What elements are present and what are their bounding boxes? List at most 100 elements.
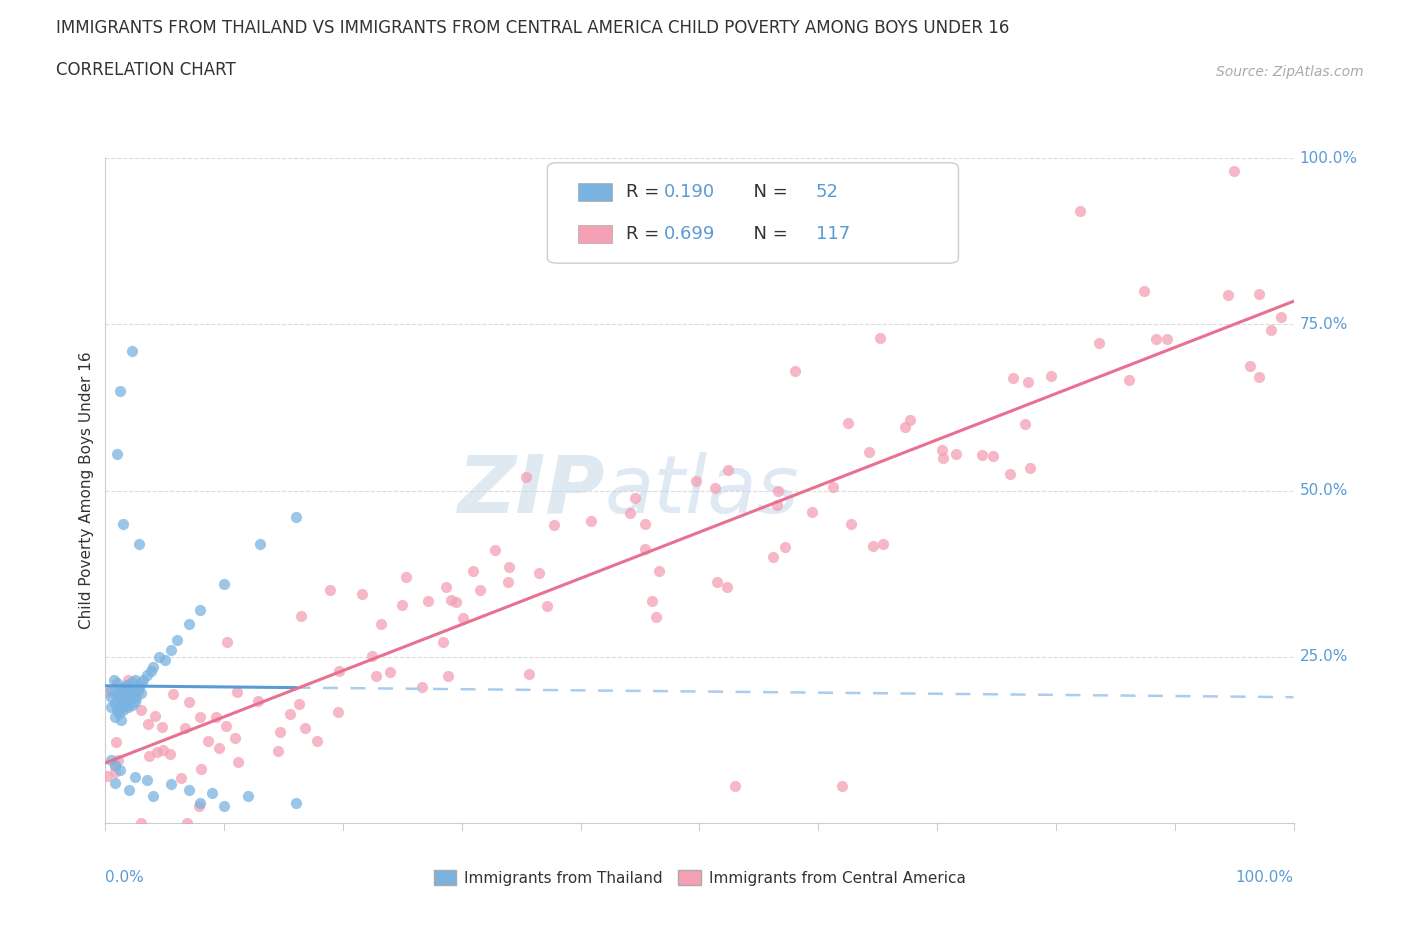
Point <box>411 680 433 695</box>
Point <box>1239 358 1261 373</box>
Text: R =: R = <box>626 183 665 201</box>
Point <box>188 710 211 724</box>
Point <box>1000 466 1022 481</box>
Point <box>121 674 143 689</box>
Point <box>174 721 197 736</box>
Point <box>641 593 664 608</box>
Point <box>100 699 122 714</box>
Point <box>685 473 707 488</box>
Point <box>114 691 136 706</box>
Text: IMMIGRANTS FROM THAILAND VS IMMIGRANTS FROM CENTRAL AMERICA CHILD POVERTY AMONG : IMMIGRANTS FROM THAILAND VS IMMIGRANTS F… <box>56 20 1010 37</box>
Point <box>1249 370 1271 385</box>
Point <box>716 579 738 594</box>
Point <box>432 634 454 649</box>
Point <box>148 649 170 664</box>
Point <box>278 707 301 722</box>
Point <box>105 686 128 701</box>
Point <box>108 383 131 398</box>
Point <box>112 516 135 531</box>
Point <box>762 550 785 565</box>
Point <box>391 598 413 613</box>
Point <box>105 693 128 708</box>
Point <box>931 443 953 458</box>
Y-axis label: Child Poverty Among Boys Under 16: Child Poverty Among Boys Under 16 <box>79 352 94 630</box>
Point <box>366 669 388 684</box>
Point <box>136 717 159 732</box>
Point <box>247 694 270 709</box>
Point <box>124 695 146 710</box>
Point <box>132 672 155 687</box>
Point <box>862 538 884 553</box>
Point <box>515 470 537 485</box>
Point <box>122 684 145 698</box>
Point <box>527 565 550 580</box>
Point <box>146 745 169 760</box>
Point <box>105 735 128 750</box>
Point <box>294 721 316 736</box>
Point <box>177 695 200 710</box>
Point <box>162 686 184 701</box>
Bar <box>578 225 612 244</box>
Point <box>104 757 127 772</box>
Point <box>717 462 740 477</box>
Point <box>224 731 246 746</box>
Point <box>517 667 540 682</box>
Point <box>108 688 131 703</box>
Point <box>783 364 806 379</box>
Text: 100.0%: 100.0% <box>1236 870 1294 884</box>
Point <box>215 718 238 733</box>
Point <box>226 684 249 699</box>
Point <box>543 518 565 533</box>
Point <box>129 686 152 701</box>
Legend: Immigrants from Thailand, Immigrants from Central America: Immigrants from Thailand, Immigrants fro… <box>427 864 972 892</box>
Text: 117: 117 <box>815 225 851 243</box>
Point <box>893 420 915 435</box>
Text: 0.0%: 0.0% <box>105 870 145 884</box>
Point <box>839 516 862 531</box>
Point <box>821 480 844 495</box>
Point <box>108 699 131 714</box>
Text: 52: 52 <box>815 183 839 201</box>
Point <box>153 653 176 668</box>
Point <box>142 789 165 804</box>
Point <box>128 537 150 551</box>
Point <box>103 672 125 687</box>
Point <box>159 643 181 658</box>
Point <box>284 796 307 811</box>
Point <box>170 771 193 786</box>
Point <box>352 586 374 601</box>
Point <box>176 816 198 830</box>
Text: atlas: atlas <box>605 452 799 529</box>
Point <box>703 481 725 496</box>
Point <box>177 616 200 631</box>
Point <box>136 773 159 788</box>
Point <box>150 720 173 735</box>
Point <box>121 343 143 358</box>
Point <box>117 672 139 687</box>
Point <box>143 709 166 724</box>
Point <box>117 699 139 714</box>
Text: Source: ZipAtlas.com: Source: ZipAtlas.com <box>1216 65 1364 79</box>
Point <box>118 782 141 797</box>
Point <box>1223 164 1246 179</box>
Point <box>446 594 468 609</box>
Point <box>1014 417 1036 432</box>
Text: 25.0%: 25.0% <box>1299 649 1348 664</box>
Point <box>858 445 880 459</box>
Point <box>100 689 122 704</box>
Text: ZIP: ZIP <box>457 452 605 529</box>
Point <box>361 648 384 663</box>
Point <box>319 582 342 597</box>
Point <box>1069 204 1091 219</box>
Point <box>1088 336 1111 351</box>
Point <box>159 747 181 762</box>
Point <box>190 603 212 618</box>
Point <box>118 693 141 708</box>
Point <box>108 763 131 777</box>
Point <box>205 710 228 724</box>
Point <box>107 706 129 721</box>
Point <box>1002 370 1025 385</box>
Point <box>800 504 823 519</box>
Point <box>1260 323 1282 338</box>
Point <box>104 710 127 724</box>
